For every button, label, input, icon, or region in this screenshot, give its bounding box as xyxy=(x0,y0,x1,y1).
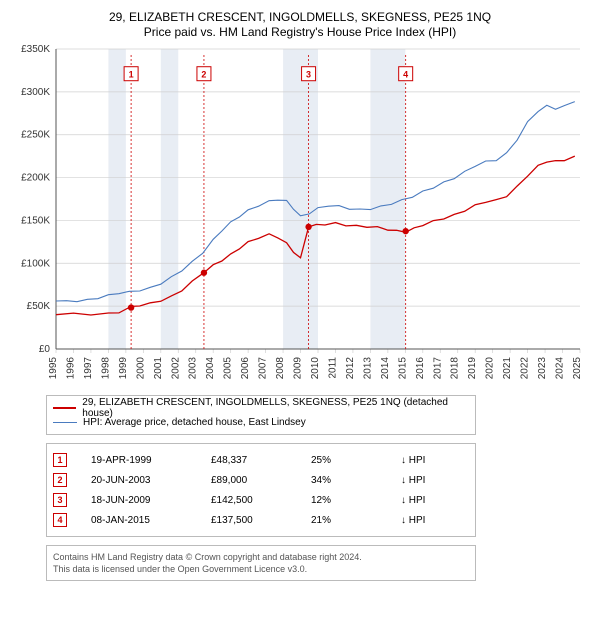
sale-hpi-arrow: ↓ HPI xyxy=(401,455,425,466)
sale-row: 2 20-JUN-2003£89,00034%↓ HPI xyxy=(53,470,469,490)
svg-text:2001: 2001 xyxy=(153,357,164,380)
sale-diff: 25% xyxy=(311,455,401,466)
legend-label: HPI: Average price, detached house, East… xyxy=(83,417,306,428)
attribution-footer: Contains HM Land Registry data © Crown c… xyxy=(46,545,476,581)
svg-text:1998: 1998 xyxy=(100,357,111,380)
legend: 29, ELIZABETH CRESCENT, INGOLDMELLS, SKE… xyxy=(46,395,476,435)
svg-text:£0: £0 xyxy=(39,344,51,355)
sale-date: 19-APR-1999 xyxy=(91,455,211,466)
svg-text:2005: 2005 xyxy=(223,357,234,380)
svg-text:2010: 2010 xyxy=(310,357,321,380)
sale-row: 3 18-JUN-2009£142,50012%↓ HPI xyxy=(53,490,469,510)
svg-text:2: 2 xyxy=(201,70,206,80)
svg-text:2020: 2020 xyxy=(485,357,496,380)
svg-text:2014: 2014 xyxy=(380,357,391,380)
legend-label: 29, ELIZABETH CRESCENT, INGOLDMELLS, SKE… xyxy=(82,397,469,419)
svg-text:2007: 2007 xyxy=(258,357,269,380)
svg-text:2025: 2025 xyxy=(572,357,583,380)
sale-diff: 34% xyxy=(311,475,401,486)
svg-text:2011: 2011 xyxy=(327,357,338,379)
sale-marker: 2 xyxy=(53,473,67,487)
svg-text:2022: 2022 xyxy=(520,357,531,380)
legend-swatch xyxy=(53,422,77,423)
svg-text:1995: 1995 xyxy=(48,357,59,380)
svg-text:1: 1 xyxy=(129,70,134,80)
sale-diff: 12% xyxy=(311,495,401,506)
chart-svg: £0 £50K £100K £150K £200K £250K £300K £350K 1995… xyxy=(10,45,590,385)
svg-text:2023: 2023 xyxy=(537,357,548,380)
sale-date: 20-JUN-2003 xyxy=(91,475,211,486)
svg-text:2006: 2006 xyxy=(240,357,251,380)
sale-price: £142,500 xyxy=(211,495,311,506)
svg-text:1999: 1999 xyxy=(118,357,129,380)
svg-text:2015: 2015 xyxy=(397,357,408,380)
svg-text:2021: 2021 xyxy=(502,357,513,380)
chart-subtitle: Price paid vs. HM Land Registry's House … xyxy=(10,25,590,39)
sale-price: £137,500 xyxy=(211,515,311,526)
svg-text:2000: 2000 xyxy=(135,357,146,380)
svg-text:2016: 2016 xyxy=(415,357,426,380)
sale-hpi-arrow: ↓ HPI xyxy=(401,515,425,526)
svg-text:2002: 2002 xyxy=(170,357,181,380)
sale-date: 18-JUN-2009 xyxy=(91,495,211,506)
svg-text:2012: 2012 xyxy=(345,357,356,380)
svg-text:2003: 2003 xyxy=(188,357,199,380)
svg-text:2019: 2019 xyxy=(467,357,478,380)
svg-text:£50K: £50K xyxy=(27,301,51,312)
chart-title: 29, ELIZABETH CRESCENT, INGOLDMELLS, SKE… xyxy=(10,10,590,24)
sale-hpi-arrow: ↓ HPI xyxy=(401,475,425,486)
legend-swatch xyxy=(53,407,76,409)
svg-text:£150K: £150K xyxy=(21,215,50,226)
svg-text:2004: 2004 xyxy=(205,357,216,380)
svg-text:2017: 2017 xyxy=(432,357,443,380)
svg-text:4: 4 xyxy=(403,70,408,80)
sale-marker: 1 xyxy=(53,453,67,467)
chart-container: { "title": "29, ELIZABETH CRESCENT, INGO… xyxy=(0,0,600,587)
svg-text:£250K: £250K xyxy=(21,130,50,141)
footer-line-2: This data is licensed under the Open Gov… xyxy=(53,563,469,575)
sale-diff: 21% xyxy=(311,515,401,526)
sale-hpi-arrow: ↓ HPI xyxy=(401,495,425,506)
legend-row: 29, ELIZABETH CRESCENT, INGOLDMELLS, SKE… xyxy=(53,400,469,415)
svg-text:3: 3 xyxy=(306,70,311,80)
sale-row: 4 08-JAN-2015£137,50021%↓ HPI xyxy=(53,510,469,530)
sale-date: 08-JAN-2015 xyxy=(91,515,211,526)
svg-text:2018: 2018 xyxy=(450,357,461,380)
svg-text:2009: 2009 xyxy=(293,357,304,380)
sale-price: £89,000 xyxy=(211,475,311,486)
sale-marker: 3 xyxy=(53,493,67,507)
svg-text:£350K: £350K xyxy=(21,45,50,55)
sale-marker: 4 xyxy=(53,513,67,527)
sale-price: £48,337 xyxy=(211,455,311,466)
footer-line-1: Contains HM Land Registry data © Crown c… xyxy=(53,551,469,563)
svg-text:1997: 1997 xyxy=(83,357,94,380)
svg-text:2024: 2024 xyxy=(555,357,566,380)
line-chart: £0 £50K £100K £150K £200K £250K £300K £350K 1995… xyxy=(10,45,590,385)
svg-text:2008: 2008 xyxy=(275,357,286,380)
svg-text:£300K: £300K xyxy=(21,87,50,98)
svg-text:2013: 2013 xyxy=(362,357,373,380)
svg-text:£100K: £100K xyxy=(21,258,50,269)
svg-text:£200K: £200K xyxy=(21,173,50,184)
sales-table: 119-APR-1999£48,33725%↓ HPI220-JUN-2003£… xyxy=(46,443,476,537)
sale-row: 1 19-APR-1999£48,33725%↓ HPI xyxy=(53,450,469,470)
svg-text:1996: 1996 xyxy=(65,357,76,380)
